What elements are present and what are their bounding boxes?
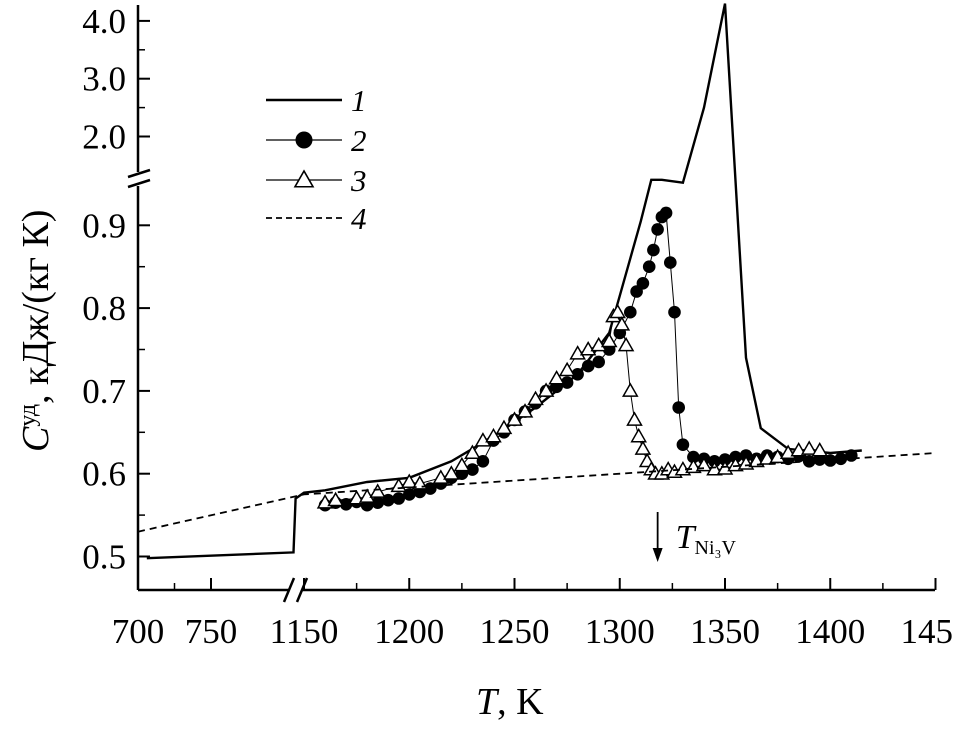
series-2-point [466,463,479,476]
series-2-point [672,401,685,414]
series-3-point [432,469,450,484]
series-3-point [495,419,513,435]
series-3-point [769,448,786,464]
y-axis-title: Cуд, кДж/(кг К) [15,210,57,452]
series-3-point [506,411,523,426]
series-layer [137,3,936,560]
series-3-point [453,456,471,472]
x-tick-label: 1350 [690,612,760,651]
series-3-point [327,491,344,507]
series-3-point [516,403,534,418]
series-3-point [590,336,607,352]
x-axis-break-mark [295,577,309,603]
series-3-point [626,411,643,426]
series-3-point [527,390,544,406]
series-2-point [592,355,605,369]
legend-item-3: 3 [266,163,367,198]
series-2-point [651,223,664,236]
x-axis-break-mark [282,577,296,603]
series-3-point [613,316,631,331]
x-tick-label: 1400 [795,612,865,651]
legend-label: 1 [351,83,367,118]
x-tick-label: 1150 [270,612,339,651]
series-2-point [642,260,656,274]
legend-label: 2 [351,123,367,158]
x-tick-label: 1300 [585,612,655,651]
series-2-point [392,492,406,505]
y-axis-break-mark [127,178,151,189]
series-2-point [339,498,353,511]
legend-label: 3 [350,163,367,198]
series-3-point [464,444,481,459]
axes [127,5,935,603]
y-tick-label: 3.0 [82,60,126,99]
series-3-point [811,442,829,457]
y-tick-label: 2.0 [82,118,126,157]
legend-label: 4 [351,201,367,236]
series-2-point [687,450,700,464]
series-3-point [474,432,492,447]
x-axis-title: T, K [476,681,544,723]
annotation-label: TNi₃V [676,519,737,559]
series-3-point [485,427,502,443]
series-2-point [624,305,637,319]
series-2-point [664,256,677,269]
annotation-arrow-head [652,548,663,562]
legend-item-1: 1 [266,83,367,118]
series-1-solid-line [146,3,862,560]
y-tick-label: 0.9 [82,206,126,245]
series-3-point [617,336,635,352]
series-2-point [560,376,574,389]
legend-open-triangle-icon [293,169,315,188]
series-3-point [548,369,565,385]
series-3-point [400,473,418,488]
series-2-point [636,277,650,290]
legend-item-4: 4 [266,201,367,236]
series-3-point [630,427,647,443]
series-4-dashed-line [137,452,936,533]
x-tick-label: 750 [185,612,238,651]
y-tick-label: 0.7 [82,372,126,411]
y-tick-label: 4.0 [82,2,126,41]
legend: 1 2 34 [266,83,367,236]
series-3-point [600,332,618,348]
legend-item-2: 2 [266,123,367,158]
y-axis-break-mark [127,168,151,179]
series-2-point [371,496,385,510]
series-2-point [676,438,690,452]
series-2-point [845,449,858,462]
series-3-point [537,382,555,397]
series-3-point [800,440,818,455]
series-3-point [579,340,597,356]
legend-filled-circle-icon [295,131,313,149]
series-2-point [668,305,681,319]
series-3-point [558,361,576,377]
series-3-point [443,465,460,480]
x-tick-label: 700 [112,612,165,651]
series-3-point [634,440,652,455]
series-2-point [659,206,673,220]
x-tick-label: 1250 [480,612,550,651]
y-tick-label: 0.8 [82,289,126,328]
x-tick-label: 1200 [374,612,444,651]
y-tick-label: 0.6 [82,455,126,494]
series-3-point [369,483,386,498]
series-3-point [569,345,586,360]
series-2-point [571,368,584,381]
series-2-point [647,243,660,257]
y-tick-label: 0.5 [82,538,126,577]
series-2-point [581,359,595,373]
series-3-point [609,303,626,319]
series-3-point [706,461,723,476]
series-2-point [718,453,732,466]
labels: T, K Cуд, кДж/(кг К) TNi₃V [15,210,737,723]
series-3-point [621,382,639,397]
